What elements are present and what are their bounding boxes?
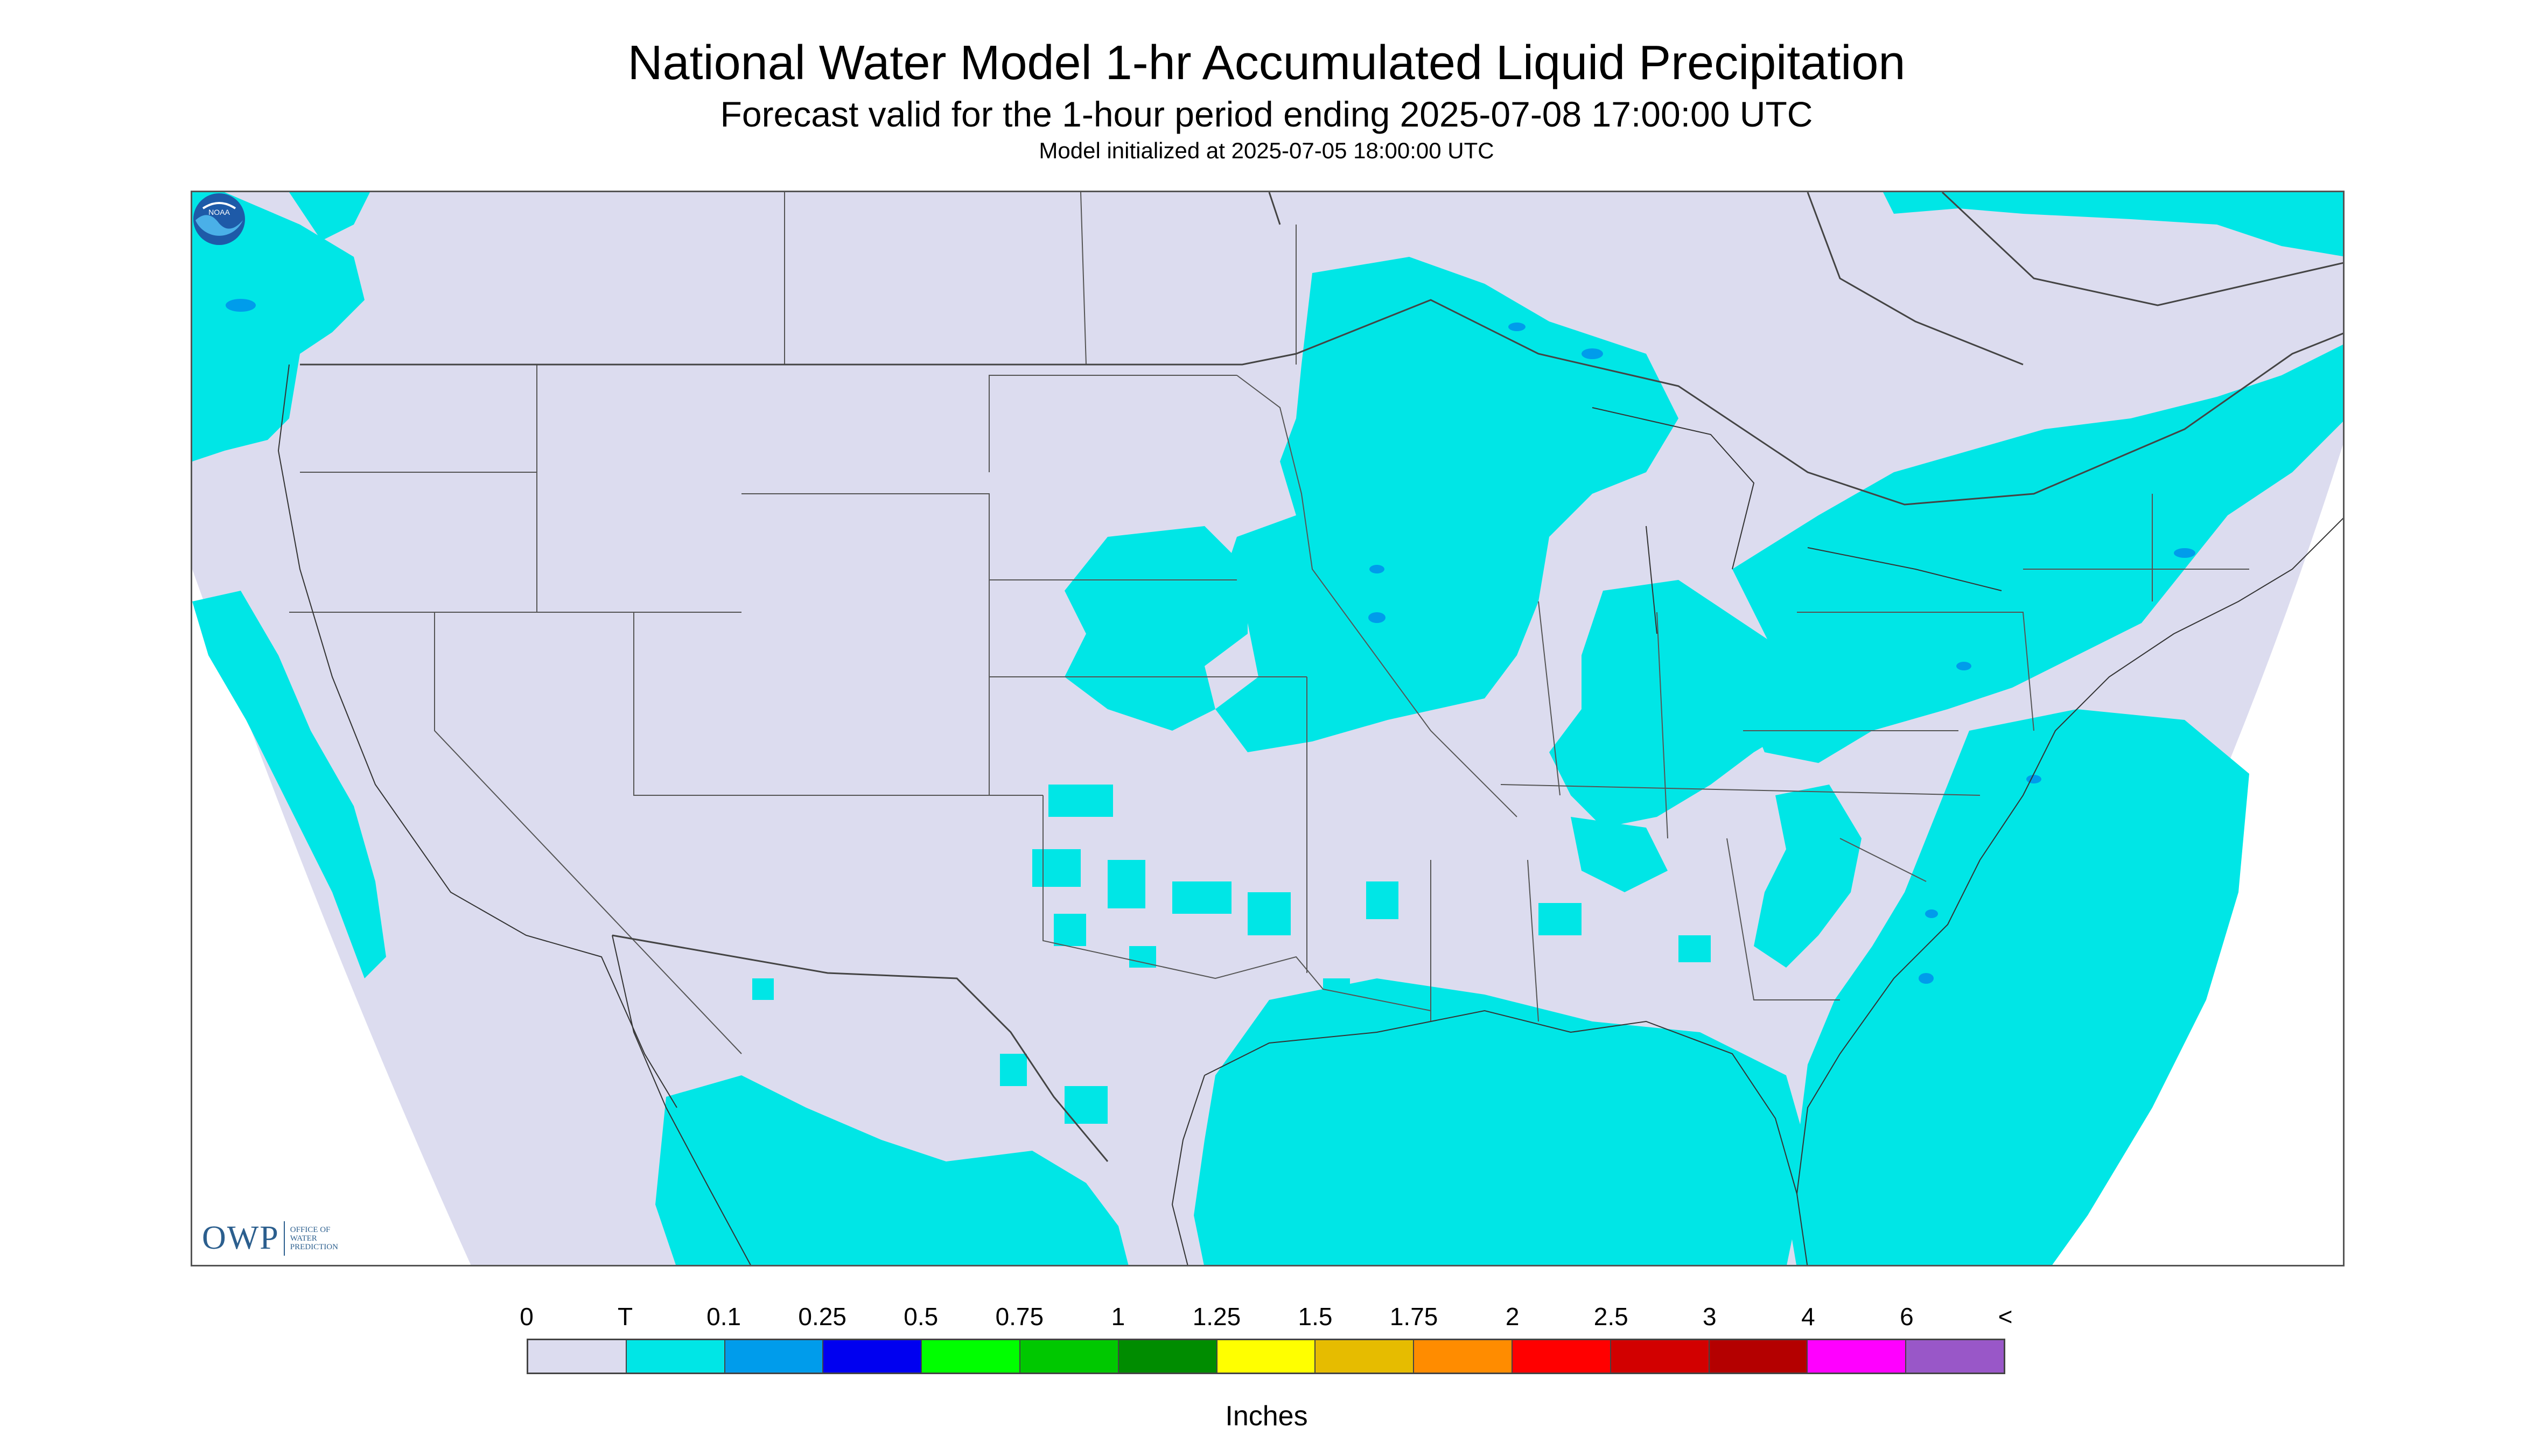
country-borders [300, 192, 2343, 1162]
precip-upper-midwest [1215, 257, 1678, 752]
legend-swatch [1414, 1340, 1513, 1373]
precipitation-map: OWP OFFICE OF WATER PREDICTION NOAA [191, 191, 2345, 1266]
legend-swatch [823, 1340, 922, 1373]
legend-swatch [1217, 1340, 1316, 1373]
svg-text:NOAA: NOAA [208, 208, 230, 216]
legend-swatch [922, 1340, 1020, 1373]
legend-tick-label: 0 [520, 1303, 534, 1331]
precip-bc-coast [289, 192, 370, 241]
legend-tick-label: 1.25 [1192, 1303, 1241, 1331]
owp-logo-wordmark: OWP [202, 1220, 279, 1256]
precip-pacific-coast [192, 591, 386, 978]
legend-tick-label: 4 [1801, 1303, 1815, 1331]
map-subtitle: Forecast valid for the 1-hour period end… [720, 94, 1813, 134]
legend-tick-label: 0.25 [798, 1303, 846, 1331]
noaa-logo: NOAA [193, 193, 245, 245]
legend-tick-label: 0.5 [904, 1303, 939, 1331]
legend-swatch [1709, 1340, 1808, 1373]
precip-ohio-valley [1549, 580, 1808, 828]
model-init-time: Model initialized at 2025-07-05 18:00:00… [1039, 138, 1494, 163]
coastlines [277, 364, 2343, 1265]
legend-tick-label: 1.75 [1389, 1303, 1438, 1331]
precip-light-blue-spots [226, 299, 2195, 984]
precip-pacific-northwest [192, 192, 365, 461]
precip-iowa-missouri [1065, 526, 1248, 731]
owp-logo-divider [283, 1221, 285, 1256]
owp-logo-subtext: OFFICE OF WATER PREDICTION [290, 1225, 338, 1251]
legend-swatch [1020, 1340, 1119, 1373]
legend-swatch [1906, 1340, 2004, 1373]
legend-swatch [528, 1340, 627, 1373]
legend-tick-label: 0.1 [706, 1303, 741, 1331]
legend-tick-label: T [618, 1303, 633, 1331]
precip-trace-areas [192, 192, 2343, 1265]
legend-units-label: Inches [1225, 1401, 1308, 1432]
owp-logo: OWP OFFICE OF WATER PREDICTION [202, 1219, 338, 1257]
legend-tick-label: 2 [1505, 1303, 1520, 1331]
map-canvas [192, 192, 2343, 1265]
legend-swatch [1512, 1340, 1611, 1373]
precip-northeast [1732, 345, 2343, 763]
legend-tick-label: 6 [1900, 1303, 1914, 1331]
legend-tick-label: 3 [1703, 1303, 1717, 1331]
legend-swatch [1808, 1340, 1907, 1373]
precip-atlantic [1786, 709, 2249, 1265]
legend-tick-label: 1.5 [1298, 1303, 1333, 1331]
map-title: National Water Model 1-hr Accumulated Li… [627, 36, 1906, 90]
legend-swatch [626, 1340, 725, 1373]
precip-scattered-cells [752, 785, 1711, 1124]
domain-edge-left [192, 569, 471, 1265]
legend-swatch [725, 1340, 824, 1373]
legend-tick-label: 1 [1111, 1303, 1125, 1331]
legend-tick-label: 0.75 [995, 1303, 1044, 1331]
precip-tennessee [1571, 817, 1668, 892]
legend-tick-label: < [1998, 1303, 2013, 1331]
domain-edge-right [1987, 445, 2343, 1265]
legend-swatch [1118, 1340, 1217, 1373]
precip-mexico [655, 1075, 1129, 1265]
precip-southeast-coast [1754, 785, 1862, 968]
legend-tick-label: 2.5 [1593, 1303, 1628, 1331]
legend-swatch [1316, 1340, 1415, 1373]
color-scale-legend [527, 1339, 2005, 1374]
precip-gulf-of-mexico [1194, 978, 1808, 1265]
legend-swatch [1611, 1340, 1710, 1373]
precip-quebec [1883, 192, 2343, 256]
